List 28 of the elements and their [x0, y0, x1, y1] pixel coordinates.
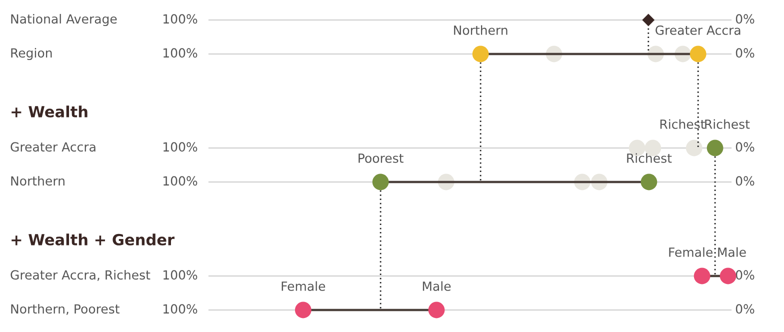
series-label: Poorest: [358, 154, 404, 163]
y-tick-label: National Average: [11, 14, 117, 26]
series-label: Greater Accra: [656, 25, 740, 35]
series-label: Richest: [705, 119, 750, 129]
text: 0%: [736, 142, 754, 152]
text: 100%: [164, 176, 198, 186]
text: 0%: [736, 304, 754, 314]
text: 100%: [164, 270, 198, 280]
series-label: Female: [669, 247, 713, 257]
y-tick-label: Northern, Poorest: [11, 304, 120, 315]
y-tick-label: Region: [11, 48, 52, 60]
text: 100%: [164, 304, 198, 314]
text: 100%: [164, 142, 198, 152]
series-label: Male: [718, 247, 746, 257]
text: Richest: [627, 153, 672, 163]
text: 0%: [736, 48, 754, 58]
text: 100%: [164, 48, 198, 58]
series-label: Northern: [454, 25, 508, 35]
text: 0%: [736, 270, 754, 280]
text: + Wealth + Gender: [12, 234, 175, 246]
y-tick-label: Greater Accra, Richest: [10, 270, 150, 281]
annotation: Richest: [660, 119, 705, 129]
y-tick-label: Northern: [11, 176, 64, 186]
text: Female: [282, 281, 326, 291]
y-tick-label: Greater Accra: [10, 142, 96, 152]
text: 0%: [736, 176, 754, 186]
text: + Wealth: [12, 106, 88, 118]
text: Male: [422, 281, 451, 291]
